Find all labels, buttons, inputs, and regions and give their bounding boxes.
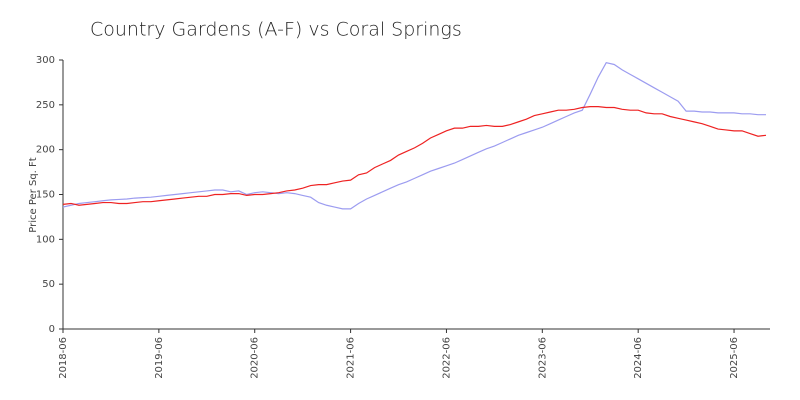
series-line [62, 62, 766, 210]
y-tick-label: 50 [42, 279, 55, 290]
y-tick-label: 100 [36, 234, 55, 245]
y-tick-label: 200 [36, 145, 55, 156]
x-tick-label: 2018-06 [58, 337, 69, 379]
x-tick-label: 2024-06 [633, 337, 644, 379]
x-tick-label: 2020-06 [250, 337, 261, 379]
y-axis-label: Price Per Sq. Ft [28, 157, 39, 232]
series-line [62, 106, 767, 206]
x-tick-label: 2021-06 [346, 337, 357, 379]
x-tick-label: 2025-06 [729, 337, 740, 379]
y-tick-label: 0 [49, 324, 55, 335]
x-tick-label: 2022-06 [441, 337, 452, 379]
x-tick-label: 2019-06 [154, 337, 165, 379]
y-tick-label: 300 [36, 55, 55, 66]
x-tick-label: 2023-06 [537, 337, 548, 379]
chart-title: Country Gardens (A-F) vs Coral Springs [90, 19, 462, 41]
y-tick-label: 150 [36, 190, 55, 201]
y-tick-label: 250 [36, 100, 55, 111]
